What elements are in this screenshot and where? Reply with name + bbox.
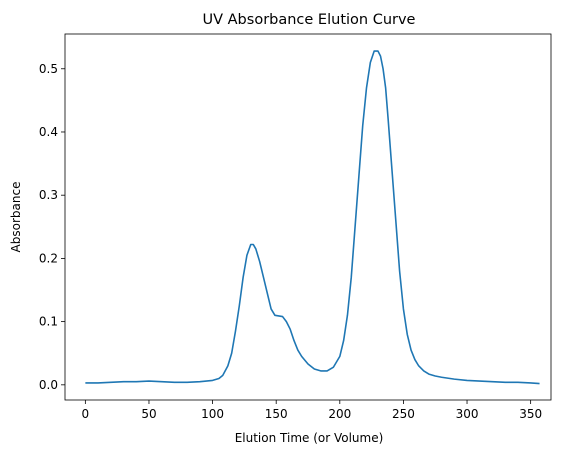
axes-border xyxy=(64,33,552,401)
x-tick-label: 200 xyxy=(328,407,351,421)
x-tick-label: 0 xyxy=(82,407,90,421)
x-axis-ticks: 0 50 100 150 200 250 300 350 xyxy=(82,400,542,421)
y-axis-ticks: 0.0 0.1 0.2 0.3 0.4 0.5 xyxy=(39,62,65,392)
y-tick-label: 0.3 xyxy=(39,188,58,202)
x-tick-label: 350 xyxy=(519,407,542,421)
plot-background xyxy=(65,34,551,400)
x-tick-label: 50 xyxy=(141,407,156,421)
axes-frame xyxy=(64,33,552,401)
x-axis-label: Elution Time (or Volume) xyxy=(235,431,384,445)
x-tick-label: 250 xyxy=(392,407,415,421)
y-tick-label: 0.0 xyxy=(39,378,58,392)
chart-title: UV Absorbance Elution Curve xyxy=(203,12,416,28)
y-tick-label: 0.1 xyxy=(39,315,58,329)
x-tick-label: 100 xyxy=(201,407,224,421)
series-line-0 xyxy=(85,50,540,385)
y-tick-label: 0.5 xyxy=(39,62,58,76)
x-tick-label: 150 xyxy=(265,407,288,421)
plot-area xyxy=(65,34,551,400)
y-axis-label: Absorbance xyxy=(9,182,23,253)
y-tick-label: 0.4 xyxy=(39,125,58,139)
data-layer xyxy=(85,50,540,385)
y-tick-label: 0.2 xyxy=(39,251,58,265)
x-tick-label: 300 xyxy=(456,407,479,421)
